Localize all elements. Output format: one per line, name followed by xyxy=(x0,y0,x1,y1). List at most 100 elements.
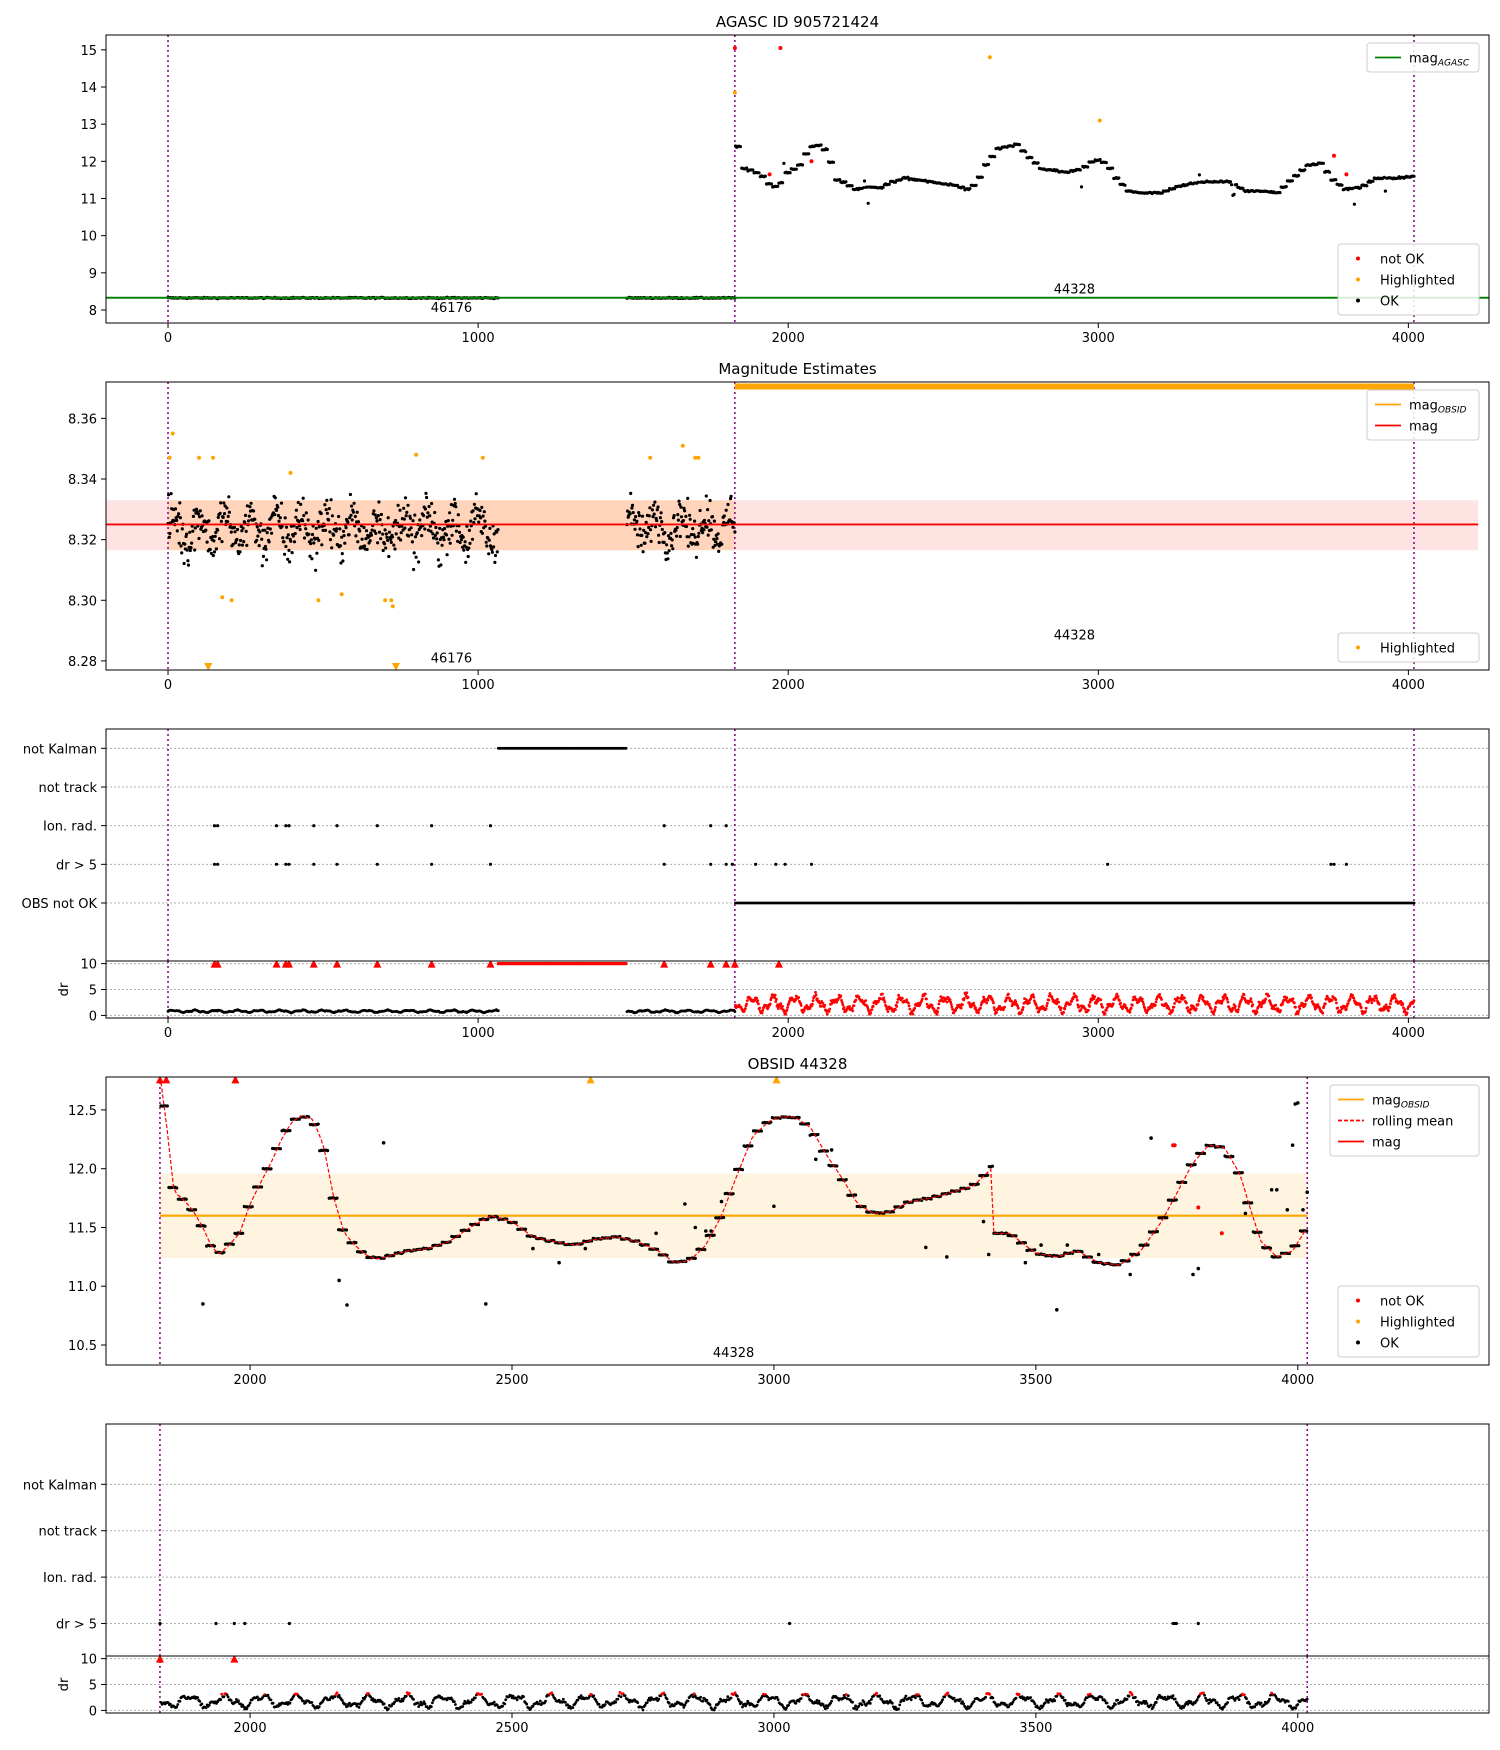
data-point xyxy=(413,535,418,539)
dr-point xyxy=(1016,1006,1020,1010)
ok-point xyxy=(165,1104,169,1108)
data-point xyxy=(402,506,406,510)
data-point xyxy=(788,171,792,175)
data-point xyxy=(298,527,302,532)
data-point xyxy=(1098,157,1102,162)
data-point xyxy=(636,545,640,549)
dr-point xyxy=(925,997,928,1001)
data-point xyxy=(850,184,854,188)
data-point xyxy=(666,557,670,561)
data-point xyxy=(325,511,329,515)
dr-point xyxy=(944,997,948,1001)
data-point xyxy=(387,554,391,559)
data-point xyxy=(404,514,408,518)
ok-point xyxy=(1269,1188,1274,1192)
flag-point xyxy=(375,824,379,828)
data-point xyxy=(317,538,321,543)
plot-area xyxy=(106,729,1489,961)
data-point xyxy=(179,544,183,548)
dr-point xyxy=(1403,1008,1407,1012)
legend-marker xyxy=(1356,298,1360,303)
data-point xyxy=(492,532,496,536)
data-point xyxy=(487,538,491,542)
data-point xyxy=(420,534,424,538)
legend-box xyxy=(1337,632,1480,663)
dr-point xyxy=(1260,1005,1263,1009)
data-point xyxy=(183,542,187,546)
dr-triangle xyxy=(730,961,739,968)
ok-point xyxy=(719,1199,724,1204)
ok-point xyxy=(201,1302,205,1306)
data-point xyxy=(293,532,297,536)
dr-point xyxy=(1247,1002,1250,1005)
dr-point xyxy=(1339,1010,1343,1014)
data-point xyxy=(442,538,446,542)
data-point xyxy=(389,537,393,542)
dr-triangle xyxy=(486,961,495,968)
ok-point xyxy=(467,1228,471,1233)
data-point xyxy=(321,528,325,533)
data-point xyxy=(692,533,696,537)
dr-point xyxy=(1316,1003,1320,1006)
dr-point xyxy=(905,998,909,1002)
data-point xyxy=(221,515,225,520)
flag-point xyxy=(335,862,339,866)
data-point xyxy=(1284,185,1288,189)
data-point xyxy=(364,529,369,533)
x-tick-label: 1000 xyxy=(462,678,495,693)
data-point xyxy=(428,514,432,518)
data-point xyxy=(348,492,352,497)
dr-point xyxy=(1002,1008,1005,1012)
data-point xyxy=(304,511,308,515)
category-label: dr > 5 xyxy=(56,858,97,873)
data-point xyxy=(677,499,681,503)
data-point xyxy=(436,541,440,545)
dr-point xyxy=(1236,1010,1240,1014)
data-point xyxy=(403,526,407,530)
x-tick-label: 0 xyxy=(164,1026,172,1041)
flag-point xyxy=(216,824,220,828)
data-point xyxy=(980,175,984,179)
dr-point xyxy=(949,1000,953,1004)
dr-point xyxy=(1384,1003,1388,1007)
ok-point xyxy=(1243,1211,1248,1216)
dr-point xyxy=(1133,995,1137,999)
legend-label: OK xyxy=(1380,1337,1399,1352)
x-tick-label: 3000 xyxy=(1082,678,1115,693)
dr-point xyxy=(1214,1005,1217,1009)
data-point xyxy=(310,532,315,537)
data-point xyxy=(240,529,244,533)
dr-point xyxy=(920,997,924,1001)
data-point xyxy=(238,550,242,554)
flag-point xyxy=(312,824,316,828)
data-point xyxy=(353,514,357,519)
dr-point xyxy=(1264,997,1268,1001)
data-point xyxy=(446,524,450,528)
dr-point xyxy=(1242,993,1246,997)
data-point xyxy=(662,540,666,545)
data-point xyxy=(637,514,642,518)
dr-point xyxy=(1334,998,1338,1002)
data-point xyxy=(411,519,415,523)
dr-point xyxy=(1377,1002,1381,1006)
data-point xyxy=(412,567,416,572)
dr-point xyxy=(851,1009,855,1013)
data-point xyxy=(243,513,248,518)
data-point xyxy=(356,540,360,544)
dr-point xyxy=(967,1001,971,1005)
data-point xyxy=(343,541,347,545)
ok-point xyxy=(175,1186,179,1190)
data-point xyxy=(648,506,652,510)
data-point xyxy=(227,495,231,499)
data-point xyxy=(284,525,289,529)
data-point xyxy=(291,534,295,538)
data-point xyxy=(1365,184,1369,188)
data-point xyxy=(686,544,690,548)
not-ok-triangle xyxy=(162,1077,171,1084)
data-point xyxy=(1111,166,1115,170)
highlighted-point xyxy=(480,455,485,460)
data-point xyxy=(368,539,372,543)
obs-label: 46176 xyxy=(431,301,472,316)
